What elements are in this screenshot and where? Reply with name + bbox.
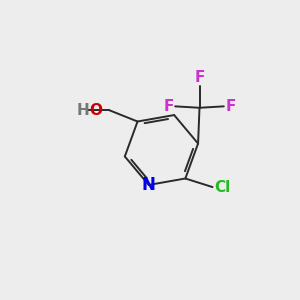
Text: N: N — [142, 176, 156, 194]
Text: O: O — [89, 103, 102, 118]
Text: Cl: Cl — [214, 180, 230, 195]
Text: F: F — [194, 70, 205, 85]
Text: F: F — [225, 99, 236, 114]
Text: H: H — [76, 103, 89, 118]
Text: F: F — [164, 99, 174, 114]
